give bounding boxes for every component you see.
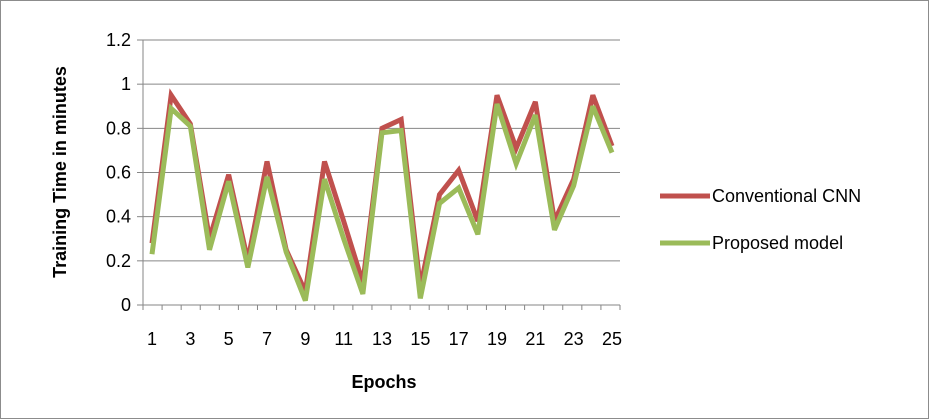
series-lines bbox=[149, 88, 615, 302]
legend: Conventional CNN Proposed model bbox=[660, 186, 861, 253]
x-tick-label: 15 bbox=[410, 329, 430, 349]
y-tick-label: 0.8 bbox=[106, 118, 131, 138]
x-tick-label: 21 bbox=[525, 329, 545, 349]
x-tick-labels: 1 3 5 7 9 11 13 15 17 19 21 23 25 bbox=[147, 329, 622, 349]
y-tick-label: 0.2 bbox=[106, 251, 131, 271]
y-tick-label: 1.2 bbox=[106, 30, 131, 50]
y-axis-title: Training Time in minutes bbox=[50, 66, 70, 278]
x-tick-label: 7 bbox=[262, 329, 272, 349]
series-line-proposed-model bbox=[149, 103, 615, 302]
x-tick-label: 13 bbox=[372, 329, 392, 349]
y-tick-label: 0.4 bbox=[106, 207, 131, 227]
x-tick-label: 9 bbox=[300, 329, 310, 349]
x-tick-label: 11 bbox=[334, 329, 353, 349]
x-tick-label: 23 bbox=[564, 329, 584, 349]
legend-label: Proposed model bbox=[712, 233, 843, 253]
x-tick-label: 17 bbox=[449, 329, 469, 349]
series-line-conventional-cnn bbox=[149, 88, 615, 293]
legend-label: Conventional CNN bbox=[712, 186, 861, 206]
y-tick-labels: 0 0.2 0.4 0.6 0.8 1 1.2 bbox=[106, 30, 131, 315]
x-tick-label: 1 bbox=[147, 329, 157, 349]
x-tick-label: 25 bbox=[602, 329, 622, 349]
y-tick-label: 0 bbox=[121, 295, 131, 315]
x-tick-label: 3 bbox=[185, 329, 195, 349]
x-tick-label: 19 bbox=[487, 329, 507, 349]
axes bbox=[137, 39, 621, 310]
gridlines bbox=[143, 39, 620, 262]
y-tick-label: 1 bbox=[121, 74, 131, 94]
x-axis-title: Epochs bbox=[351, 372, 416, 392]
x-tick-label: 5 bbox=[224, 329, 234, 349]
y-tick-label: 0.6 bbox=[106, 163, 131, 183]
